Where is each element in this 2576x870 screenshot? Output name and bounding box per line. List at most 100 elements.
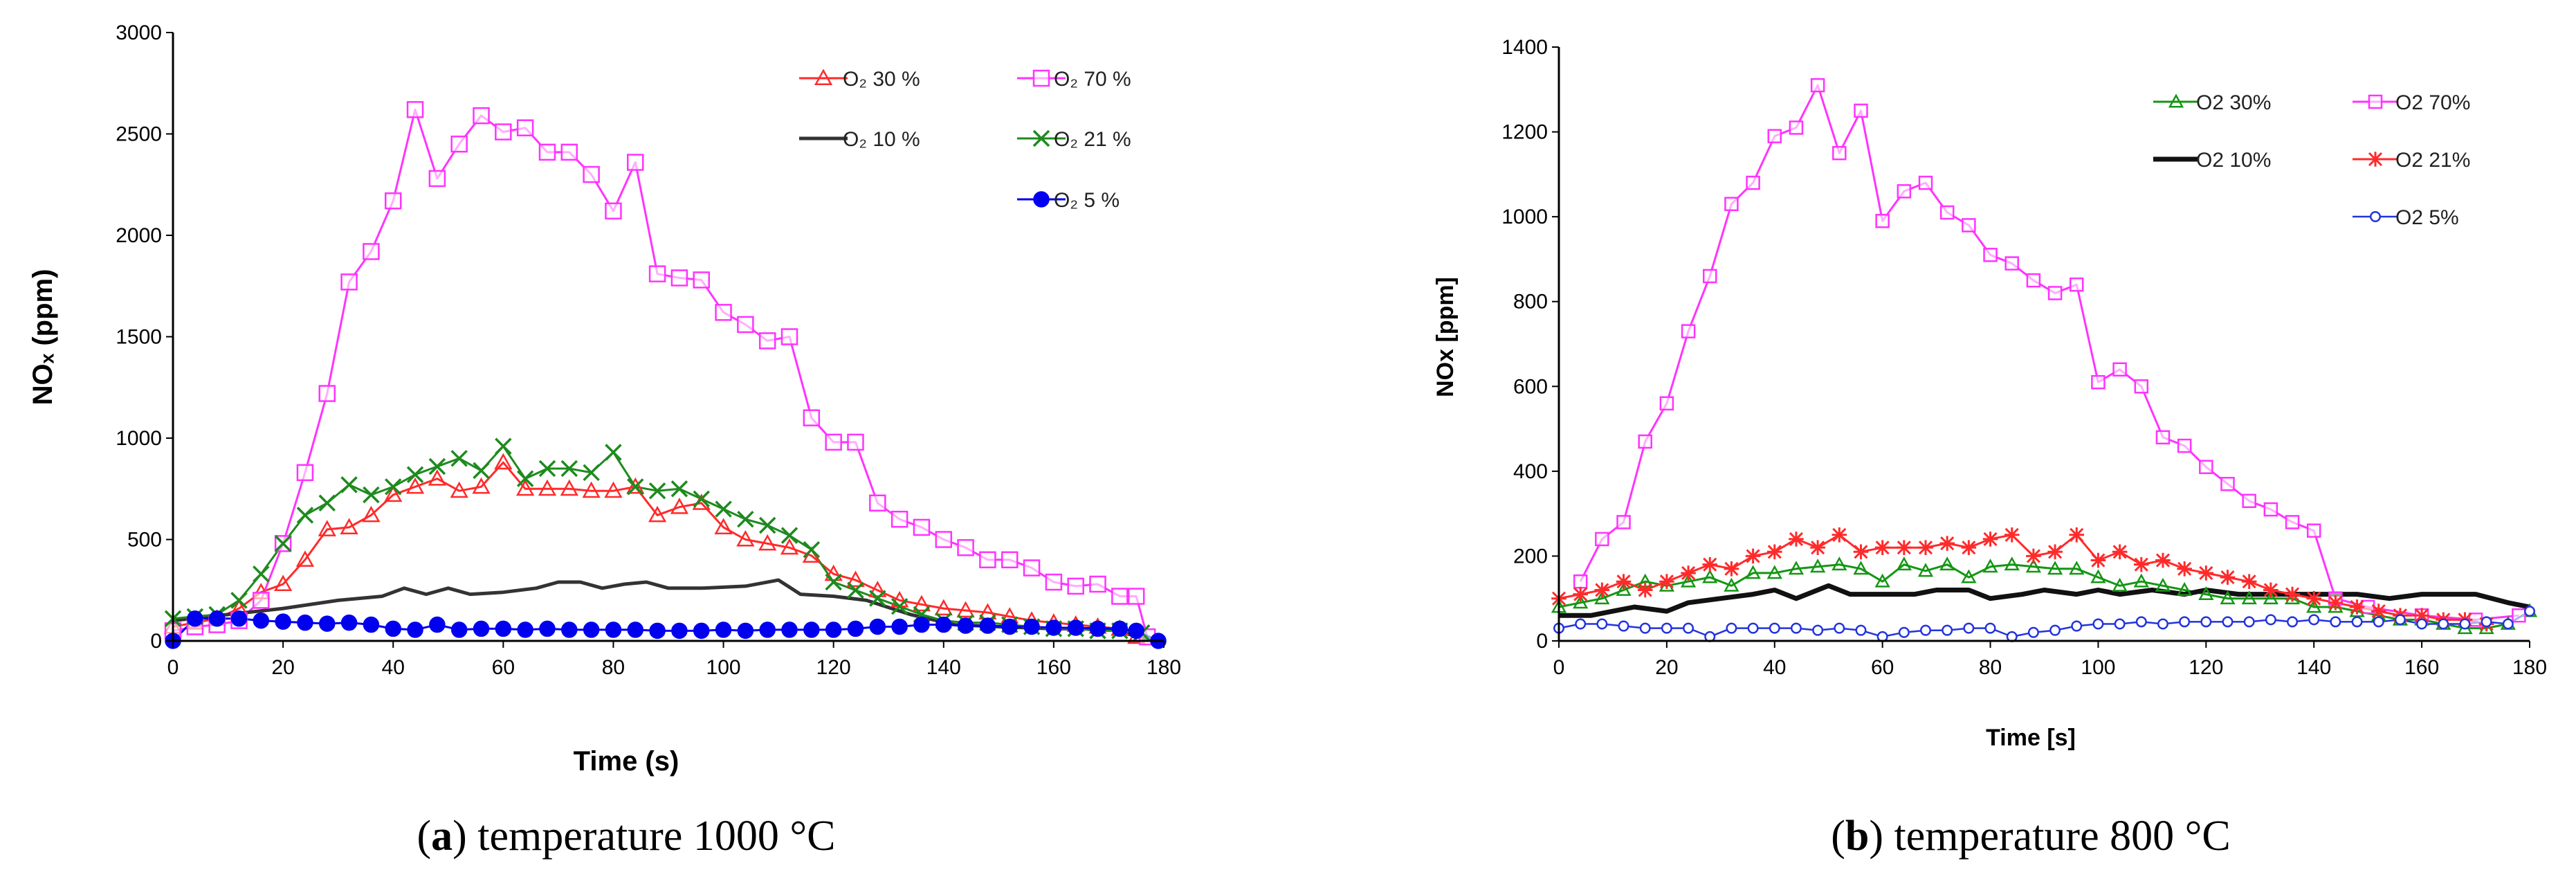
data-point-o2-5-pct bbox=[737, 622, 754, 640]
data-point-o2-5-pct bbox=[605, 622, 622, 638]
data-point-o2-5pct bbox=[1575, 618, 1587, 630]
data-point-o2-21pct bbox=[2306, 590, 2322, 606]
data-point-o2-21pct bbox=[1853, 544, 1869, 560]
data-point-o2-5-pct bbox=[473, 620, 490, 637]
y-tick-label: 400 bbox=[1513, 460, 1548, 483]
chart-a-caption-text: ) temperature 1000 °C bbox=[453, 813, 835, 860]
data-point-o2-21-pct bbox=[340, 476, 358, 493]
data-point-o2-70-pct bbox=[1111, 588, 1129, 605]
y-tick-label: 1500 bbox=[116, 326, 162, 349]
data-point-o2-21-pct bbox=[253, 565, 270, 583]
data-point-o2-21-pct bbox=[670, 480, 688, 498]
data-point-o2-21-pct bbox=[473, 462, 490, 480]
data-point-o2-5-pct bbox=[275, 613, 291, 630]
data-point-o2-70pct bbox=[1810, 78, 1825, 93]
y-tick-label: 2000 bbox=[116, 224, 162, 247]
data-point-o2-70pct bbox=[1595, 532, 1609, 547]
data-point-o2-30pct bbox=[1616, 581, 1632, 596]
data-point-o2-70pct bbox=[1681, 324, 1696, 338]
data-point-o2-30pct bbox=[2133, 573, 2149, 588]
data-point-o2-70pct bbox=[1983, 248, 1998, 262]
series-line-o2-5-pct bbox=[172, 617, 1159, 642]
data-point-o2-21pct bbox=[1573, 586, 1588, 602]
chart-a-y-axis-title: NOₓ (ppm) bbox=[28, 269, 58, 406]
y-tick-label: 500 bbox=[127, 529, 162, 552]
data-point-o2-21pct bbox=[2220, 570, 2236, 585]
data-point-o2-5-pct bbox=[825, 622, 842, 638]
legend-label-o2-30-pct: O₂ 30 % bbox=[843, 68, 920, 91]
data-point-o2-70-pct bbox=[560, 143, 578, 161]
chart-a-y-ticks: 0 500 1000 1500 2000 2500 3000 bbox=[116, 21, 173, 653]
data-point-o2-21-pct bbox=[274, 535, 292, 552]
data-point-o2-70-pct bbox=[253, 592, 270, 609]
data-point-o2-5pct bbox=[1812, 624, 1824, 636]
data-point-o2-21-pct bbox=[450, 450, 468, 467]
chart-b-x-ticks: 0 20 40 60 80 100 120 140 160 180 bbox=[1553, 641, 2547, 679]
data-point-o2-70pct bbox=[1659, 396, 1674, 411]
data-point-o2-30-pct bbox=[362, 505, 381, 523]
data-point-o2-5-pct bbox=[583, 622, 600, 638]
data-point-o2-5-pct bbox=[340, 614, 358, 631]
data-point-o2-21pct bbox=[1659, 574, 1674, 589]
legend-label-o2-30pct: O2 30% bbox=[2196, 91, 2271, 114]
series-line-o2-70-pct bbox=[172, 108, 1149, 637]
data-point-o2-21pct bbox=[1939, 536, 1955, 551]
data-point-o2-70-pct bbox=[473, 107, 490, 125]
data-point-o2-21-pct bbox=[869, 590, 886, 607]
data-point-o2-5pct bbox=[2459, 618, 2471, 630]
data-point-o2-21-pct bbox=[627, 478, 644, 496]
data-point-o2-70-pct bbox=[715, 304, 732, 321]
data-point-o2-70-pct bbox=[979, 551, 996, 569]
data-point-o2-5pct bbox=[1661, 622, 1672, 634]
data-point-o2-21-pct bbox=[758, 516, 776, 534]
data-point-o2-21pct bbox=[2134, 556, 2149, 572]
data-point-o2-70pct bbox=[2177, 438, 2192, 453]
legend-marker-o2-5pct bbox=[2370, 211, 2381, 222]
data-point-o2-5-pct bbox=[693, 622, 710, 640]
data-point-o2-5-pct bbox=[913, 616, 930, 633]
data-point-o2-70-pct bbox=[1023, 559, 1041, 577]
data-point-o2-5pct bbox=[1920, 624, 1932, 636]
data-point-o2-5pct bbox=[1596, 618, 1608, 630]
data-point-o2-5-pct bbox=[450, 622, 468, 638]
data-point-o2-21pct bbox=[2155, 552, 2171, 568]
data-point-o2-5-pct bbox=[957, 617, 974, 634]
data-point-o2-70pct bbox=[2220, 476, 2235, 491]
x-tick-label: 100 bbox=[706, 656, 741, 679]
data-point-o2-5pct bbox=[1747, 622, 1759, 634]
series-line-o2-30-pct bbox=[172, 461, 1137, 638]
data-point-o2-70-pct bbox=[495, 123, 512, 141]
data-point-o2-21-pct bbox=[406, 466, 424, 483]
data-point-o2-30-pct bbox=[560, 479, 578, 496]
data-point-o2-21-pct bbox=[803, 541, 821, 559]
data-point-o2-70pct bbox=[1832, 145, 1847, 161]
data-point-o2-70pct bbox=[2285, 515, 2300, 529]
data-point-o2-21-pct bbox=[428, 457, 446, 475]
data-point-o2-5-pct bbox=[1111, 620, 1129, 637]
data-point-o2-30pct bbox=[1896, 556, 1912, 571]
legend-marker-o2-21-pct bbox=[1032, 129, 1050, 147]
legend-label-o2-21-pct: O₂ 21 % bbox=[1054, 128, 1131, 151]
data-point-o2-70-pct bbox=[296, 464, 314, 482]
data-point-o2-21pct bbox=[1789, 532, 1804, 547]
data-point-o2-70pct bbox=[2512, 608, 2526, 623]
data-point-o2-21-pct bbox=[648, 482, 666, 500]
data-point-o2-30pct bbox=[2112, 577, 2128, 592]
data-point-o2-5pct bbox=[2330, 616, 2341, 628]
data-point-o2-70-pct bbox=[869, 494, 886, 512]
data-point-o2-5pct bbox=[1984, 622, 1996, 634]
series-line-o2-70pct bbox=[1579, 84, 2519, 621]
data-point-o2-70-pct bbox=[825, 433, 842, 451]
data-point-o2-21-pct bbox=[890, 597, 908, 615]
legend-marker-o2-30pct bbox=[2168, 93, 2184, 108]
data-point-o2-30pct bbox=[1594, 590, 1610, 605]
data-point-o2-5pct bbox=[2179, 616, 2191, 628]
data-point-o2-21pct bbox=[2371, 604, 2386, 619]
data-point-o2-21pct bbox=[2285, 586, 2300, 602]
data-point-o2-5-pct bbox=[363, 616, 380, 633]
legend-marker-o2-70pct bbox=[2368, 94, 2383, 109]
data-point-o2-30-pct bbox=[273, 574, 293, 592]
data-point-o2-30pct bbox=[2241, 590, 2257, 605]
y-tick-label: 1200 bbox=[1501, 121, 1548, 144]
y-tick-label: 0 bbox=[1536, 630, 1548, 653]
